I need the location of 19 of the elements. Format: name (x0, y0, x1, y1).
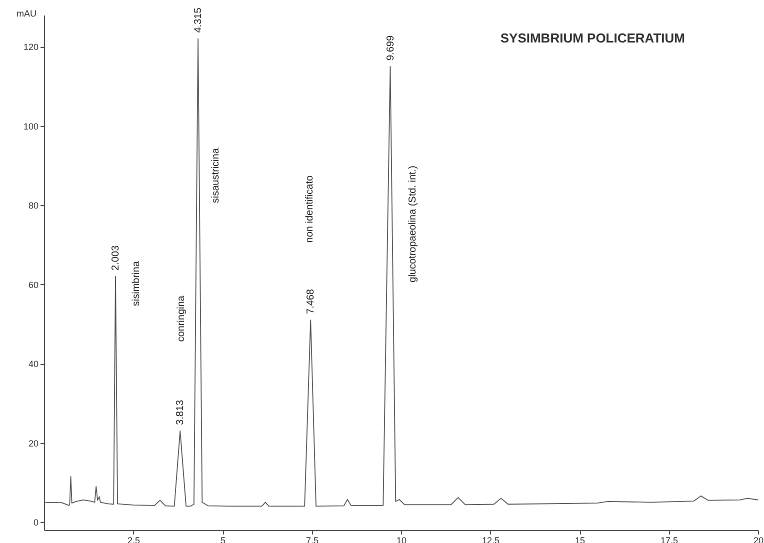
annotation: sisimbrina (131, 260, 142, 306)
annotation: glucotropaeolina (Std. int.) (407, 166, 418, 282)
y-tick-label: 120 (23, 42, 38, 52)
annotation: conringina (176, 295, 188, 342)
annotation: 3.813 (175, 400, 186, 425)
annotation: 7.468 (306, 288, 317, 314)
y-tick-label: 0 (33, 518, 38, 528)
annotation: 9.699 (385, 35, 396, 60)
annotation: non identificato (304, 175, 316, 243)
y-tick-label: 100 (23, 121, 38, 132)
annotation: 4.315 (193, 7, 204, 33)
y-axis-title: mAU (16, 8, 36, 18)
annotation: 2.003 (110, 245, 122, 270)
annotation: sisaustricina (210, 148, 222, 204)
y-tick-label: 20 (28, 438, 38, 448)
y-tick-label: 60 (28, 280, 38, 290)
y-tick-label: 40 (28, 359, 38, 370)
y-tick-label: 80 (28, 200, 38, 211)
text: SYSIMBRIUM POLICERATIUM (500, 30, 686, 46)
